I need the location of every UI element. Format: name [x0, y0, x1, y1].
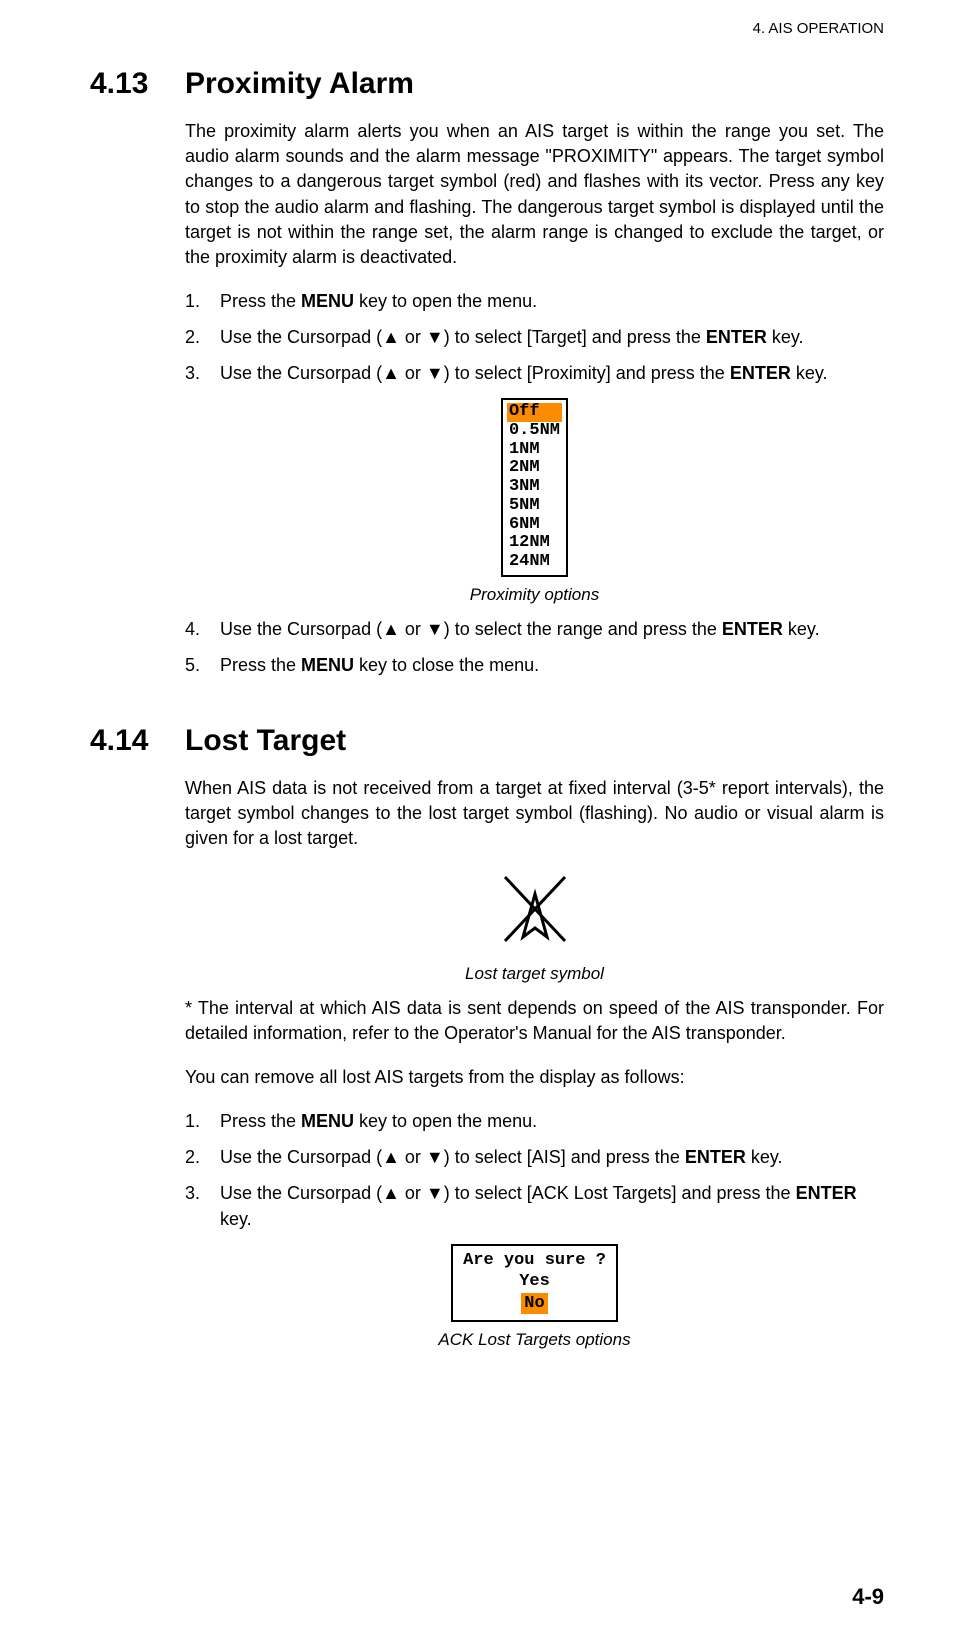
lost-target-figure: Lost target symbol — [185, 869, 884, 986]
proximity-menu-caption: Proximity options — [185, 583, 884, 607]
step: Use the Cursorpad (▲ or ▼) to select [Ta… — [185, 324, 884, 350]
key-name: MENU — [301, 655, 354, 675]
step-text: Press the — [220, 655, 301, 675]
step-text: Use the Cursorpad (▲ or ▼) to select [AC… — [220, 1183, 796, 1203]
page-number: 4-9 — [852, 1584, 884, 1610]
step: Press the MENU key to open the menu. — [185, 1108, 884, 1134]
key-name: ENTER — [722, 619, 783, 639]
step-text: key. — [220, 1209, 252, 1229]
step: Use the Cursorpad (▲ or ▼) to select [AC… — [185, 1180, 884, 1232]
section-414-note: * The interval at which AIS data is sent… — [185, 996, 884, 1046]
step: Use the Cursorpad (▲ or ▼) to select [Pr… — [185, 360, 884, 386]
step-text: Use the Cursorpad (▲ or ▼) to select [Ta… — [220, 327, 706, 347]
step-text: Press the — [220, 1111, 301, 1131]
step-text: key to open the menu. — [354, 1111, 537, 1131]
key-name: MENU — [301, 1111, 354, 1131]
section-414: 4.14 Lost Target When AIS data is not re… — [90, 724, 884, 1352]
step-text: key. — [746, 1147, 783, 1167]
menu-option: 12NM — [507, 534, 562, 553]
lost-target-icon — [485, 869, 585, 956]
key-name: ENTER — [730, 363, 791, 383]
key-name: ENTER — [706, 327, 767, 347]
proximity-menu: Off 0.5NM 1NM 2NM 3NM 5NM 6NM 12NM 24NM — [501, 398, 568, 576]
step: Press the MENU key to open the menu. — [185, 288, 884, 314]
step-text: key. — [767, 327, 804, 347]
menu-option: 1NM — [507, 441, 562, 460]
proximity-menu-figure: Off 0.5NM 1NM 2NM 3NM 5NM 6NM 12NM 24NM … — [185, 398, 884, 606]
section-414-subtext: You can remove all lost AIS targets from… — [185, 1065, 884, 1090]
section-414-steps: Press the MENU key to open the menu. Use… — [185, 1108, 884, 1232]
section-title-414: Lost Target — [185, 724, 346, 758]
ack-line: Are you sure ? — [463, 1250, 606, 1271]
section-413: 4.13 Proximity Alarm The proximity alarm… — [90, 67, 884, 679]
section-title-413: Proximity Alarm — [185, 67, 414, 101]
ack-selected: No — [521, 1293, 547, 1314]
section-413-steps-a: Press the MENU key to open the menu. Use… — [185, 288, 884, 386]
ack-option-yes: Yes — [463, 1271, 606, 1292]
step: Use the Cursorpad (▲ or ▼) to select [AI… — [185, 1144, 884, 1170]
menu-option: 5NM — [507, 497, 562, 516]
menu-option: 6NM — [507, 516, 562, 535]
ack-option-no: No — [463, 1293, 606, 1314]
step-text: key to open the menu. — [354, 291, 537, 311]
step: Press the MENU key to close the menu. — [185, 652, 884, 678]
step-text: Press the — [220, 291, 301, 311]
ack-caption: ACK Lost Targets options — [185, 1328, 884, 1352]
key-name: MENU — [301, 291, 354, 311]
lost-target-caption: Lost target symbol — [185, 962, 884, 986]
step-text: Use the Cursorpad (▲ or ▼) to select [AI… — [220, 1147, 685, 1167]
step-text: key to close the menu. — [354, 655, 539, 675]
section-413-steps-b: Use the Cursorpad (▲ or ▼) to select the… — [185, 616, 884, 678]
section-number-414: 4.14 — [90, 724, 185, 758]
step-text: Use the Cursorpad (▲ or ▼) to select [Pr… — [220, 363, 730, 383]
step-text: key. — [783, 619, 820, 639]
menu-option: 0.5NM — [507, 422, 562, 441]
menu-option: 24NM — [507, 553, 562, 572]
key-name: ENTER — [685, 1147, 746, 1167]
section-number-413: 4.13 — [90, 67, 185, 101]
chapter-header: 4. AIS OPERATION — [90, 20, 884, 37]
ack-dialog: Are you sure ? Yes No — [451, 1244, 618, 1322]
key-name: ENTER — [796, 1183, 857, 1203]
menu-option: 2NM — [507, 459, 562, 478]
ack-lost-targets-figure: Are you sure ? Yes No ACK Lost Targets o… — [185, 1244, 884, 1352]
step-text: Use the Cursorpad (▲ or ▼) to select the… — [220, 619, 722, 639]
section-413-intro: The proximity alarm alerts you when an A… — [185, 119, 884, 270]
section-414-intro: When AIS data is not received from a tar… — [185, 776, 884, 852]
menu-option: Off — [507, 403, 562, 422]
step-text: key. — [791, 363, 828, 383]
menu-option: 3NM — [507, 478, 562, 497]
step: Use the Cursorpad (▲ or ▼) to select the… — [185, 616, 884, 642]
